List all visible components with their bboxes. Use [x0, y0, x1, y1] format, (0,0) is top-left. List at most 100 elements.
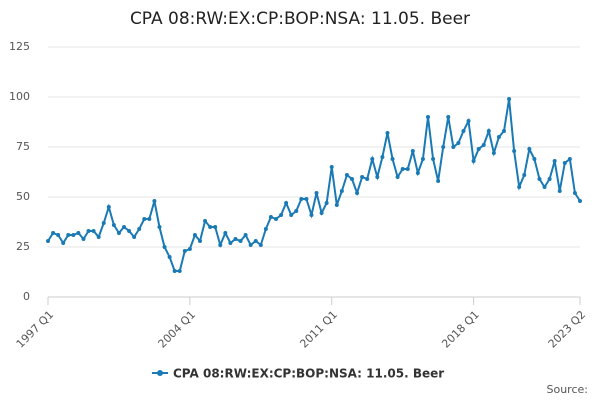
point [420, 157, 425, 161]
point [344, 173, 349, 177]
point [572, 191, 577, 195]
point [451, 145, 456, 149]
legend-marker [157, 370, 163, 376]
point [86, 229, 91, 233]
point [557, 189, 562, 193]
x-tick-label: 2004 Q1 [156, 308, 199, 351]
point [66, 233, 71, 237]
point [96, 235, 101, 239]
point [263, 227, 268, 231]
point [284, 201, 289, 205]
point [542, 185, 547, 189]
point [446, 115, 451, 119]
point [101, 221, 106, 225]
point [127, 229, 132, 233]
point [365, 177, 370, 181]
point [258, 243, 263, 247]
point [405, 167, 410, 171]
point [370, 157, 375, 161]
point [334, 203, 339, 207]
chart-title: CPA 08:RW:EX:CP:BOP:NSA: 11.05. Beer [130, 9, 470, 29]
point [486, 129, 491, 133]
x-tick-label: 1997 Q1 [14, 308, 57, 351]
point [339, 189, 344, 193]
point [299, 197, 304, 201]
point [324, 201, 329, 205]
point [71, 233, 76, 237]
point [46, 239, 50, 243]
point [106, 205, 111, 209]
point [522, 173, 527, 177]
point [177, 269, 182, 273]
point [152, 199, 157, 203]
point [51, 231, 56, 235]
point [578, 199, 582, 203]
point [355, 191, 360, 195]
point [562, 161, 567, 165]
point [471, 159, 476, 163]
point [167, 255, 172, 259]
point [137, 227, 142, 231]
point [253, 239, 258, 243]
point [375, 175, 380, 179]
point [208, 225, 213, 229]
point [385, 131, 390, 135]
point [410, 149, 415, 153]
point [461, 129, 466, 133]
point [360, 175, 365, 179]
point [319, 211, 324, 215]
x-tick-label: 2011 Q1 [297, 308, 340, 351]
point [147, 217, 152, 221]
point [198, 239, 202, 243]
point [350, 177, 354, 181]
point [279, 213, 284, 217]
x-tick-label: 2023 Q2 [546, 308, 589, 351]
point [76, 231, 81, 235]
x-tick-label: 2018 Q1 [439, 308, 482, 351]
point [309, 213, 314, 217]
y-tick-label: 100 [9, 90, 30, 103]
point [132, 235, 137, 239]
point [314, 191, 319, 195]
point [233, 237, 238, 241]
point [192, 233, 197, 237]
point [527, 147, 532, 151]
point [228, 241, 233, 245]
point [187, 247, 192, 251]
point [274, 217, 278, 221]
point [182, 249, 187, 253]
point [537, 177, 542, 181]
point [213, 225, 218, 229]
point [294, 209, 299, 213]
point [81, 237, 86, 241]
point [380, 155, 385, 159]
point [91, 229, 96, 233]
point [441, 145, 446, 149]
point [517, 185, 522, 189]
y-tick-label: 75 [16, 140, 30, 153]
point [431, 157, 436, 161]
y-tick-label: 25 [16, 240, 30, 253]
point [304, 197, 309, 201]
point [111, 223, 116, 227]
point [218, 243, 223, 247]
point [223, 231, 228, 235]
source: Source: [547, 383, 589, 396]
point [248, 243, 253, 247]
point [476, 147, 481, 151]
point [162, 245, 167, 249]
point [238, 239, 243, 243]
point [415, 171, 420, 175]
point [400, 167, 405, 171]
point [512, 149, 517, 153]
point [142, 217, 147, 221]
legend-label: CPA 08:RW:EX:CP:BOP:NSA: 11.05. Beer [173, 367, 444, 381]
point [61, 241, 66, 245]
point [243, 233, 248, 237]
point [532, 157, 537, 161]
point [481, 143, 486, 147]
point [436, 179, 441, 183]
y-tick-label: 125 [9, 40, 30, 53]
